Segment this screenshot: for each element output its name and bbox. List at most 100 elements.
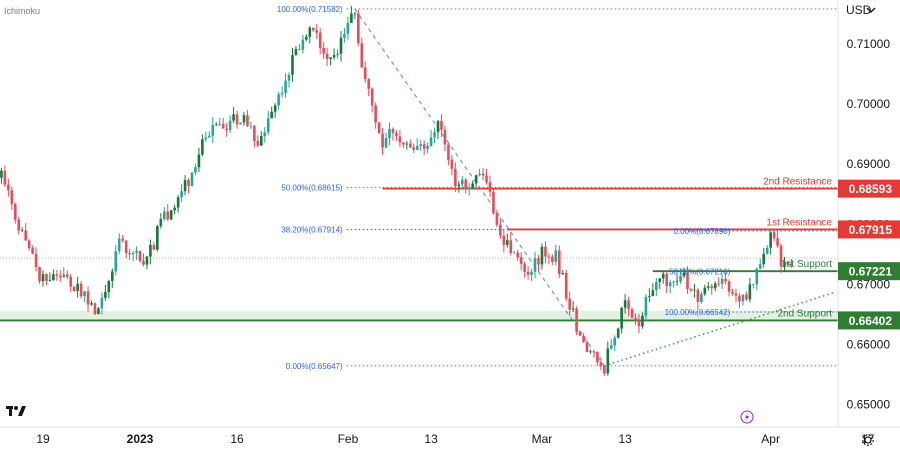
candle-body	[343, 33, 346, 38]
lightning-icon[interactable]	[740, 410, 754, 424]
fib-level-label: 100.00%(0.71582)	[277, 5, 343, 14]
candle-body	[48, 280, 52, 281]
candle-body	[748, 284, 752, 300]
candle-body	[741, 294, 745, 302]
candle-body	[509, 240, 513, 253]
candle-body	[194, 167, 197, 173]
level-labels: 2nd Resistance 1st Resistance 1st Support 2…	[763, 177, 832, 320]
candle-body	[485, 175, 488, 183]
candle-body	[727, 281, 731, 292]
candle-body	[523, 263, 526, 272]
candle-body	[769, 232, 772, 248]
candle-body	[682, 272, 686, 277]
candle-body	[568, 298, 571, 310]
candle-body	[59, 275, 62, 278]
candle-body	[429, 137, 433, 147]
candle-body	[623, 300, 627, 308]
candle-body	[460, 179, 464, 185]
candle-body	[308, 27, 312, 37]
candle-body	[630, 309, 634, 318]
level-lines	[0, 8, 838, 367]
candle-body	[131, 252, 135, 254]
time-axis[interactable]: 19 2023 16 Feb 13 Mar 13 Apr 17	[36, 432, 874, 446]
candle-body	[703, 287, 707, 295]
candle-body	[655, 281, 658, 291]
price-badge	[838, 311, 900, 330]
candle-body	[152, 245, 156, 250]
candles	[0, 5, 793, 376]
candle-body	[104, 292, 107, 298]
candle-body	[350, 13, 353, 23]
candle-body	[557, 250, 561, 275]
price-badge	[838, 262, 900, 281]
price-axis[interactable]: 0.710000.700000.690000.680000.670000.660…	[847, 37, 891, 412]
candle-body	[693, 289, 696, 291]
currency-selector[interactable]: USD	[846, 3, 876, 17]
candle-body	[197, 154, 201, 168]
candle-body	[235, 114, 239, 125]
candle-body	[162, 211, 166, 220]
candle-body	[228, 120, 232, 131]
candle-body	[384, 138, 388, 148]
candle-body	[582, 335, 585, 343]
candle-body	[686, 272, 689, 290]
candle-body	[90, 303, 93, 305]
candle-body	[762, 253, 766, 265]
candle-body	[758, 264, 762, 269]
candle-body	[398, 136, 402, 143]
currency-label[interactable]: USD	[846, 3, 872, 17]
candle-body	[530, 271, 533, 275]
candle-body	[3, 170, 7, 185]
candle-body	[606, 348, 610, 374]
candle-body	[637, 320, 641, 327]
candle-body	[706, 286, 710, 288]
candle-body	[713, 283, 717, 289]
candle-body	[360, 43, 364, 68]
candle-body	[266, 118, 270, 133]
candle-body	[97, 308, 100, 314]
candle-body	[488, 182, 492, 192]
candle-body	[253, 125, 256, 142]
level-label: 1st Support	[781, 259, 832, 270]
candle-body	[315, 30, 319, 33]
candle-body	[561, 273, 565, 275]
indicator-label[interactable]: Ichimoku	[4, 6, 40, 16]
gear-icon[interactable]	[862, 434, 874, 446]
candle-body	[450, 159, 454, 169]
candle-body	[526, 271, 530, 275]
candle-body	[512, 252, 516, 254]
candle-body	[440, 120, 443, 130]
candle-body	[547, 256, 551, 258]
time-tick-label: 13	[424, 432, 438, 446]
candle-body	[596, 352, 599, 363]
candle-body	[111, 271, 114, 281]
candle-body	[27, 240, 31, 248]
candle-body	[720, 278, 724, 284]
candle-body	[7, 184, 10, 191]
candle-body	[540, 246, 544, 265]
candle-body	[180, 191, 183, 198]
candle-body	[298, 48, 301, 50]
candle-body	[242, 115, 246, 123]
price-badge	[838, 220, 900, 239]
candle-body	[284, 80, 287, 94]
candle-body	[301, 39, 305, 50]
candle-body	[149, 245, 152, 257]
candle-body	[665, 273, 668, 287]
candle-body	[668, 282, 672, 287]
candle-body	[672, 281, 675, 283]
candle-body	[537, 258, 540, 265]
candle-body	[190, 172, 194, 186]
candle-body	[634, 317, 637, 321]
candle-body	[724, 278, 727, 282]
candle-body	[325, 53, 329, 59]
candle-body	[447, 144, 450, 160]
candle-body	[783, 261, 786, 267]
candle-body	[100, 297, 104, 309]
candle-body	[201, 139, 204, 155]
candle-body	[499, 224, 502, 236]
chevron-down-icon[interactable]	[866, 7, 876, 13]
